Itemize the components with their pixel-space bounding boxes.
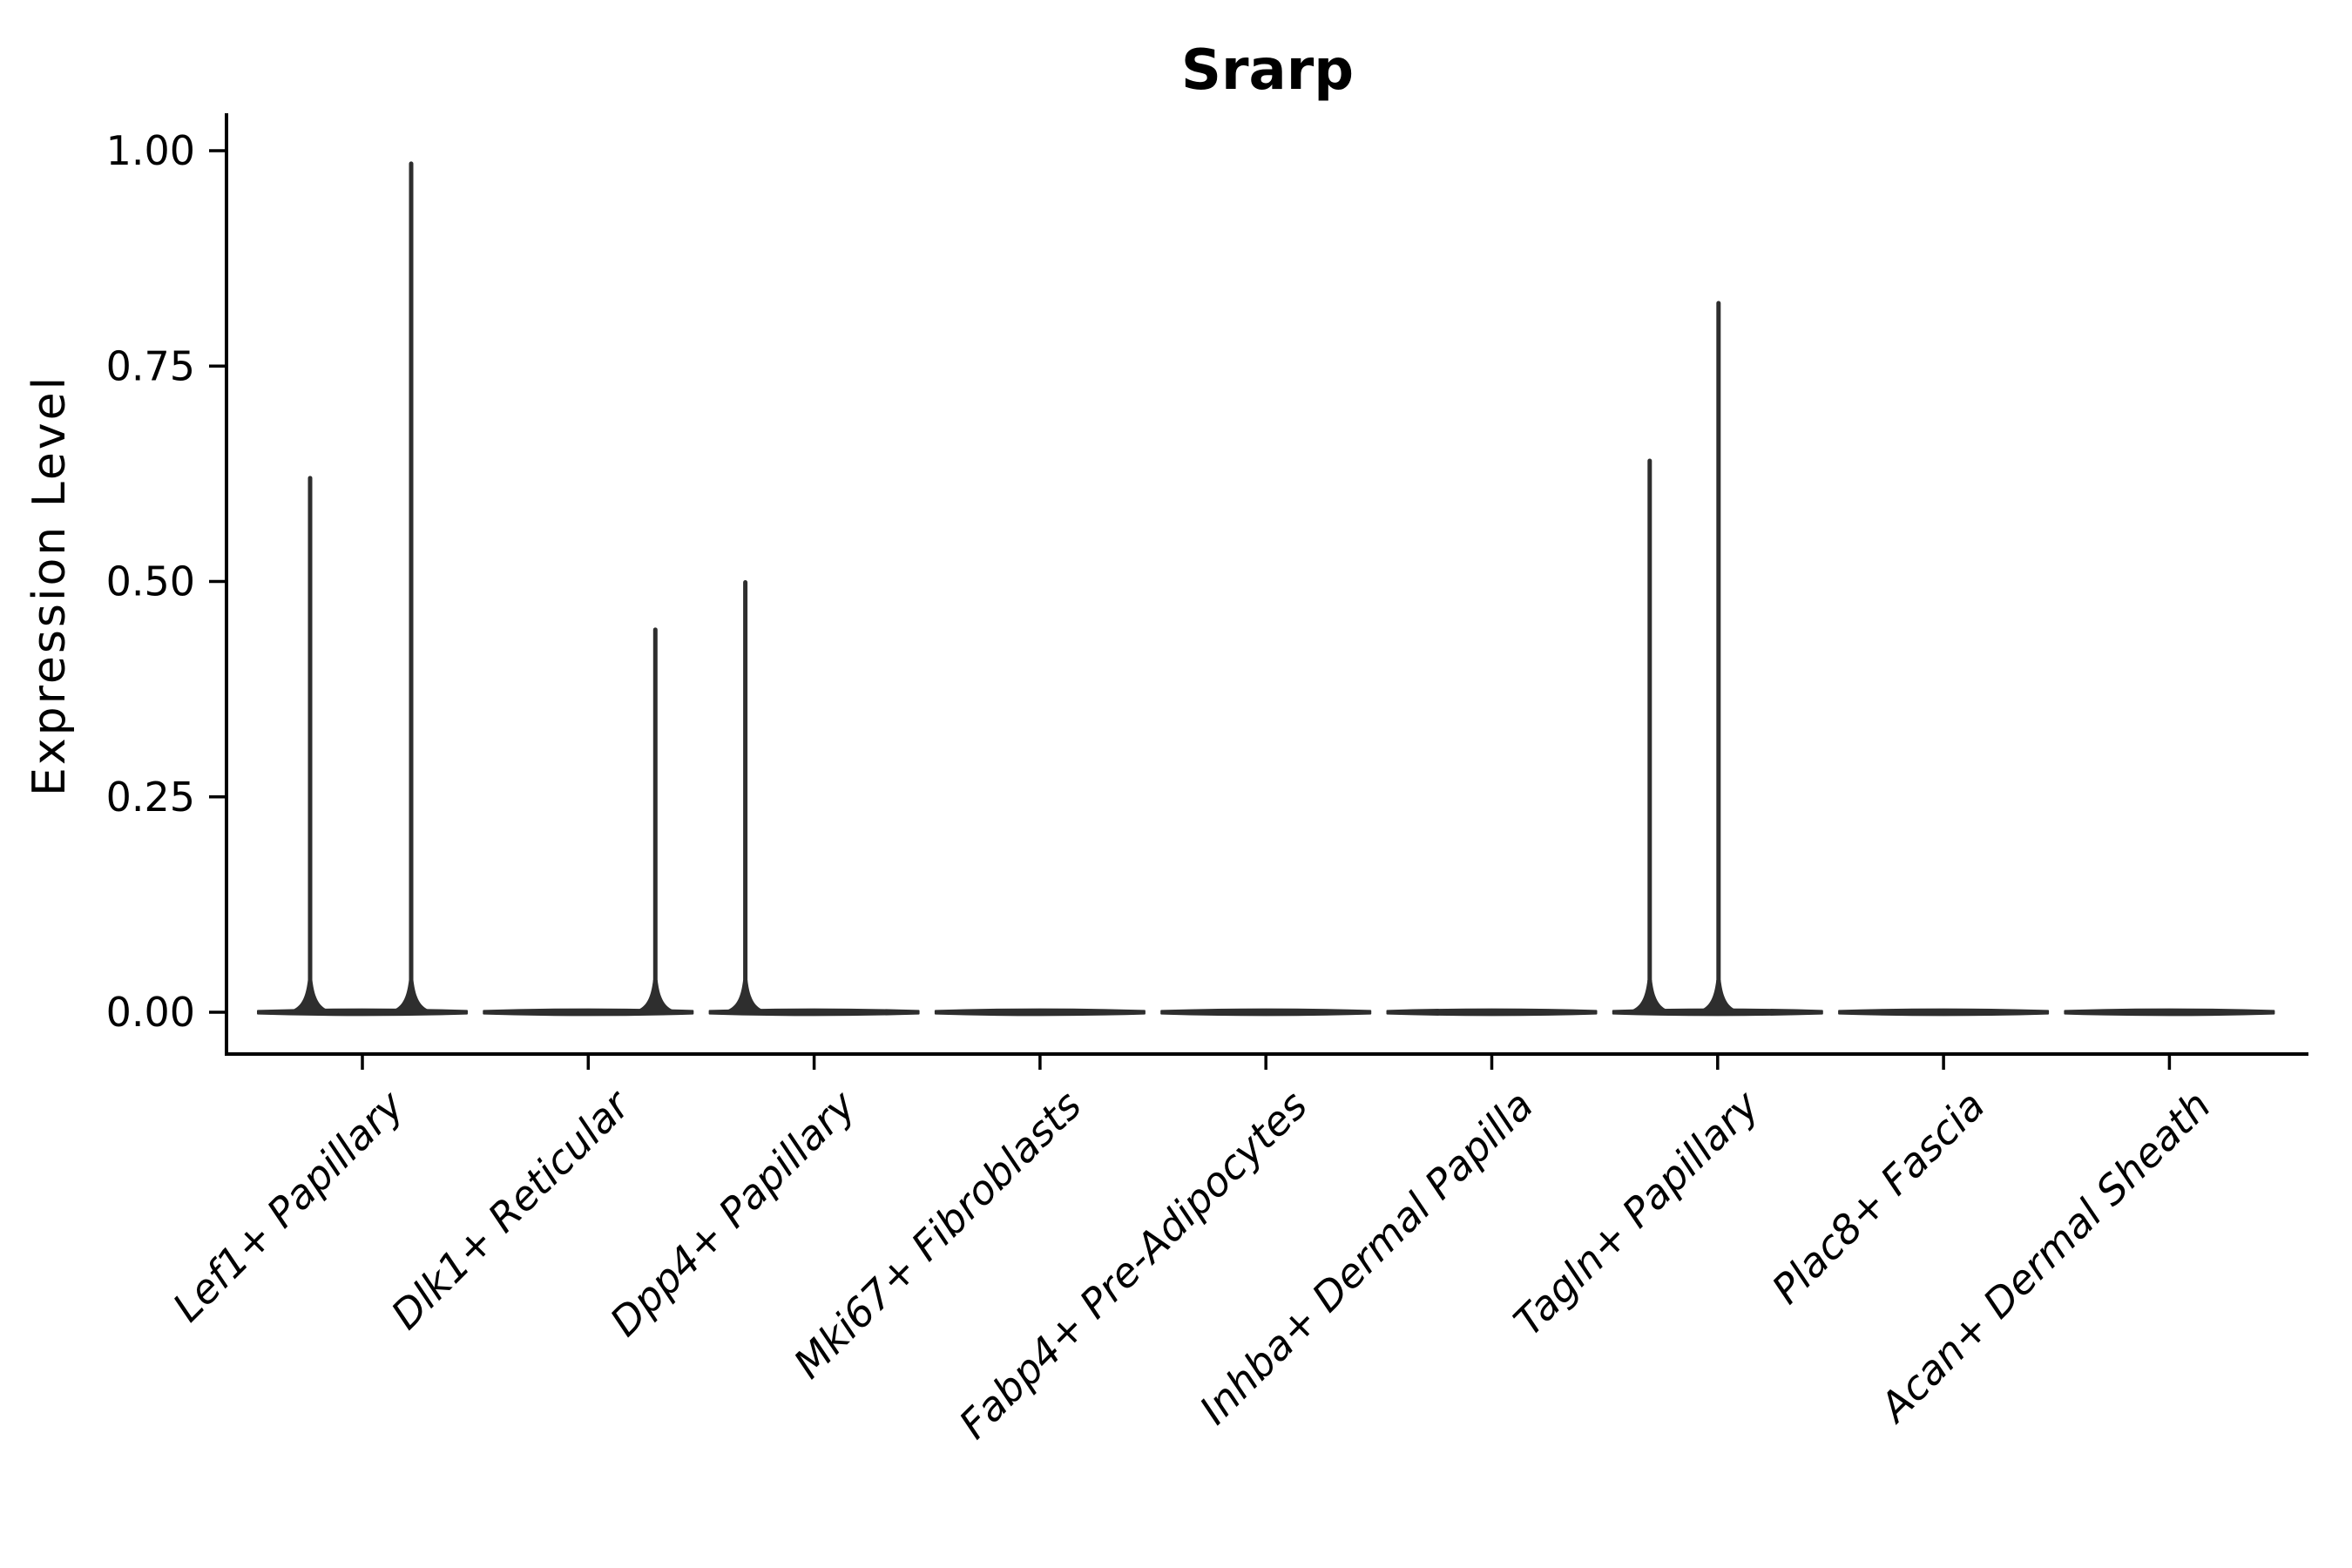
violin-tail-flare: [632, 980, 679, 1011]
chart-title: Srarp: [1181, 38, 1354, 103]
violin-8: [2064, 1008, 2275, 1017]
violin-tail-flare: [389, 980, 434, 1011]
y-tick-label-0.25: 0.25: [106, 774, 195, 821]
violin-0: [257, 161, 468, 1017]
violin-base: [257, 1008, 468, 1017]
violin-base: [1838, 1008, 2050, 1017]
violin-tail-flare: [1695, 980, 1741, 1011]
y-tick-label-0.75: 0.75: [106, 342, 195, 389]
violin-base: [934, 1008, 1146, 1017]
violin-3: [934, 1008, 1146, 1017]
y-tick-label-1.00: 1.00: [106, 127, 195, 174]
violin-7: [1838, 1008, 2050, 1017]
violin-4: [1160, 1008, 1372, 1017]
y-tick-label-0.00: 0.00: [106, 989, 195, 1036]
violin-1: [483, 627, 694, 1017]
violin-base: [1160, 1008, 1372, 1017]
violin-2: [708, 579, 920, 1017]
violin-tail-flare: [287, 980, 333, 1011]
violin-base: [1386, 1008, 1598, 1017]
violin-6: [1612, 301, 1823, 1017]
violin-5: [1386, 1008, 1598, 1017]
y-axis-label: Expression Level: [24, 375, 76, 796]
y-tick-label-0.50: 0.50: [106, 558, 195, 605]
violin-tail-flare: [1626, 980, 1673, 1011]
violin-base: [2064, 1008, 2275, 1017]
violin-tail-flare: [722, 980, 768, 1011]
